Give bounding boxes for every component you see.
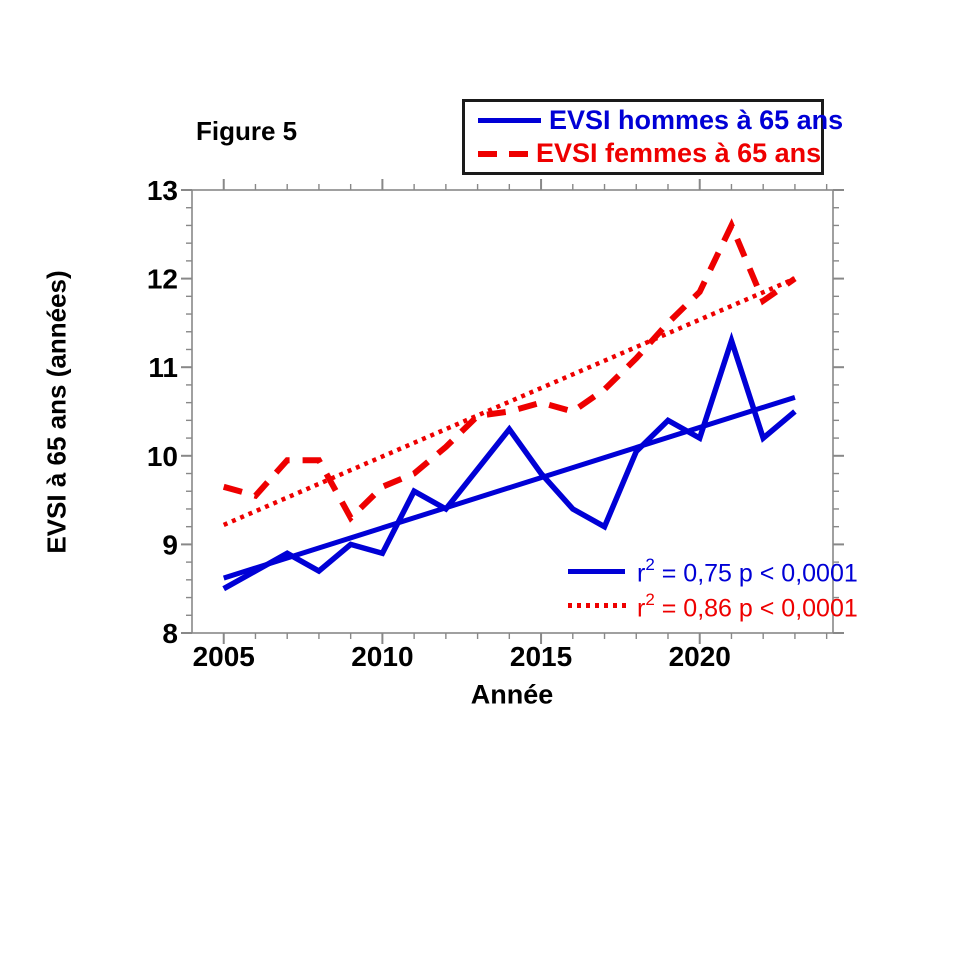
- y-axis-title: EVSI à 65 ans (années): [41, 270, 72, 554]
- svg-text:2015: 2015: [510, 641, 572, 672]
- svg-text:9: 9: [162, 529, 178, 560]
- svg-text:10: 10: [147, 441, 178, 472]
- trend-swatch-femmes: [568, 603, 627, 608]
- svg-text:13: 13: [147, 175, 178, 206]
- svg-text:2010: 2010: [351, 641, 413, 672]
- legend-item-femmes: EVSI femmes à 65 ans: [478, 137, 821, 170]
- x-axis-title: Année: [470, 679, 554, 710]
- svg-text:11: 11: [148, 352, 178, 383]
- legend-item-hommes: EVSI hommes à 65 ans: [478, 104, 843, 137]
- svg-text:2005: 2005: [193, 641, 255, 672]
- svg-text:8: 8: [162, 618, 178, 649]
- trend-swatch-hommes: [568, 569, 625, 574]
- legend-label-femmes: EVSI femmes à 65 ans: [536, 138, 822, 168]
- legend-swatch-femmes: [478, 150, 528, 157]
- chart-legend: EVSI hommes à 65 ans EVSI femmes à 65 an…: [462, 99, 843, 175]
- r2-annotation-hommes: r2 = 0,75 p < 0,0001: [637, 555, 858, 588]
- legend-label-hommes: EVSI hommes à 65 ans: [549, 105, 844, 135]
- legend-swatch-hommes: [478, 118, 541, 123]
- line-chart: 2005 2010 2015 2020 8 9 10 11 12 13: [147, 175, 844, 672]
- r2-annotation-femmes: r2 = 0,86 p < 0,0001: [637, 590, 858, 623]
- svg-text:12: 12: [147, 264, 178, 295]
- svg-text:2020: 2020: [669, 641, 731, 672]
- figure-title: Figure 5: [196, 116, 298, 146]
